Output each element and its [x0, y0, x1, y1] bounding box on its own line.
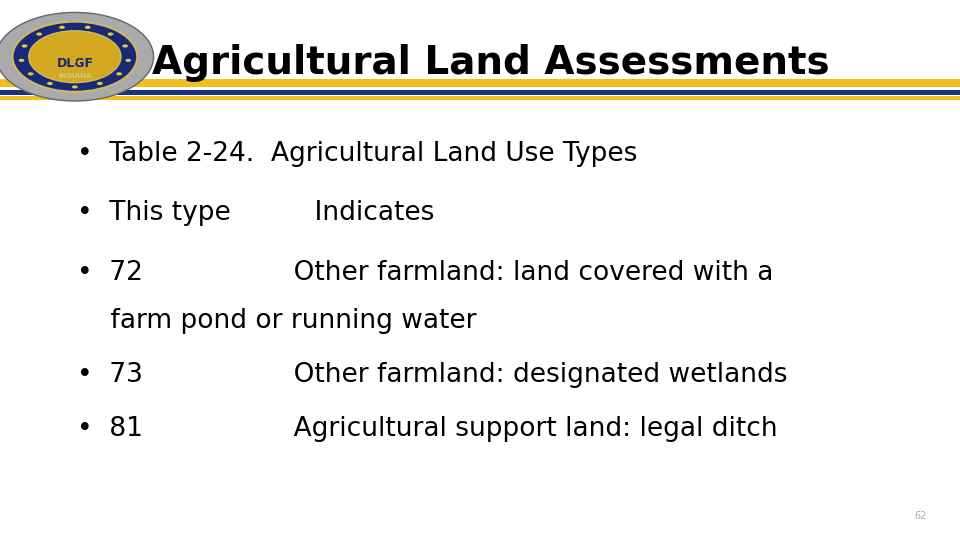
Circle shape: [84, 26, 90, 29]
Text: •  81                  Agricultural support land: legal ditch: • 81 Agricultural support land: legal di…: [77, 416, 778, 442]
Circle shape: [18, 59, 24, 62]
Text: Agricultural Land Assessments: Agricultural Land Assessments: [152, 44, 829, 82]
Bar: [0, 90, 960, 95]
Circle shape: [28, 72, 34, 76]
Circle shape: [12, 22, 137, 92]
Text: 62: 62: [914, 511, 926, 521]
Circle shape: [0, 12, 154, 101]
Text: DLGF: DLGF: [57, 57, 93, 70]
Circle shape: [122, 44, 128, 48]
Text: •  73                  Other farmland: designated wetlands: • 73 Other farmland: designated wetlands: [77, 362, 787, 388]
Circle shape: [29, 31, 121, 83]
Circle shape: [47, 82, 53, 85]
Text: •  72                  Other farmland: land covered with a: • 72 Other farmland: land covered with a: [77, 260, 773, 286]
Circle shape: [22, 44, 28, 48]
Circle shape: [108, 32, 113, 36]
Text: INDIANA: INDIANA: [59, 72, 91, 79]
Text: •  This type          Indicates: • This type Indicates: [77, 200, 434, 226]
Circle shape: [36, 32, 42, 36]
Text: •  Table 2-24.  Agricultural Land Use Types: • Table 2-24. Agricultural Land Use Type…: [77, 141, 637, 167]
Circle shape: [116, 72, 122, 76]
Circle shape: [126, 59, 132, 62]
Circle shape: [72, 85, 78, 89]
Bar: [0, 79, 960, 87]
Bar: [0, 96, 960, 100]
Circle shape: [60, 26, 65, 29]
Circle shape: [97, 82, 103, 85]
Text: farm pond or running water: farm pond or running water: [77, 308, 476, 334]
